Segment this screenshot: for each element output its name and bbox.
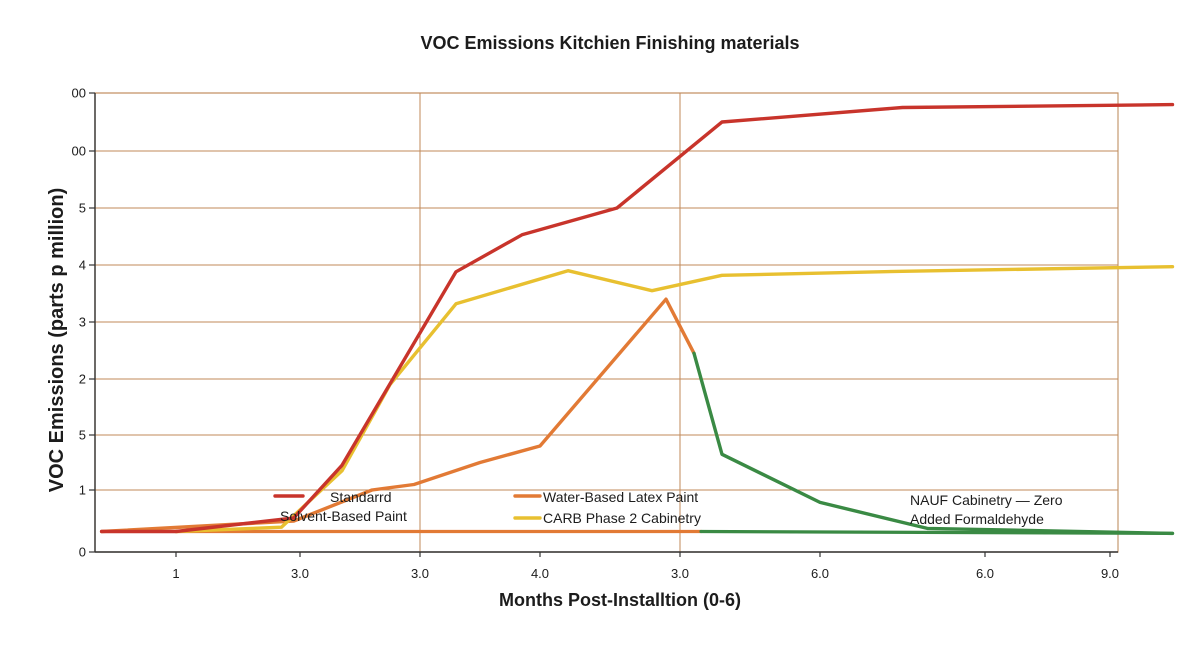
x-tick-label: 6.0 bbox=[976, 566, 994, 581]
chart-title: VOC Emissions Kitchien Finishing materia… bbox=[420, 33, 800, 53]
legend-label: Water-Based Latex Paint bbox=[543, 489, 698, 505]
legend-label: Solvent-Based Paint bbox=[280, 508, 407, 524]
legend-label: Standarrd bbox=[330, 489, 391, 505]
x-tick-label: 9.0 bbox=[1101, 566, 1119, 581]
x-tick-label: 3.0 bbox=[411, 566, 429, 581]
x-tick-label: 3.0 bbox=[671, 566, 689, 581]
y-tick-label: 1 bbox=[79, 483, 86, 498]
x-tick-label: 1 bbox=[172, 566, 179, 581]
y-tick-label: 3 bbox=[79, 315, 86, 330]
y-tick-label: 4 bbox=[79, 258, 86, 273]
x-tick-label: 4.0 bbox=[531, 566, 549, 581]
y-tick-label: 00 bbox=[72, 144, 86, 159]
y-tick-label: 5 bbox=[79, 428, 86, 443]
y-tick-label: 0 bbox=[79, 545, 86, 560]
series-line bbox=[692, 351, 1175, 536]
x-tick-label: 3.0 bbox=[291, 566, 309, 581]
y-tick-label: 2 bbox=[79, 372, 86, 387]
x-tick-label: 6.0 bbox=[811, 566, 829, 581]
y-tick-label: 00 bbox=[72, 86, 86, 101]
series-line bbox=[99, 102, 1175, 534]
y-tick-label: 5 bbox=[79, 201, 86, 216]
x-axis-label: Months Post-Installtion (0-6) bbox=[499, 590, 741, 610]
series-line bbox=[99, 297, 696, 534]
legend-label: CARB Phase 2 Cabinetry bbox=[543, 510, 701, 526]
legend-label: Added Formaldehyde bbox=[910, 511, 1044, 527]
legend-label: NAUF Cabinetry — Zero bbox=[910, 492, 1063, 508]
